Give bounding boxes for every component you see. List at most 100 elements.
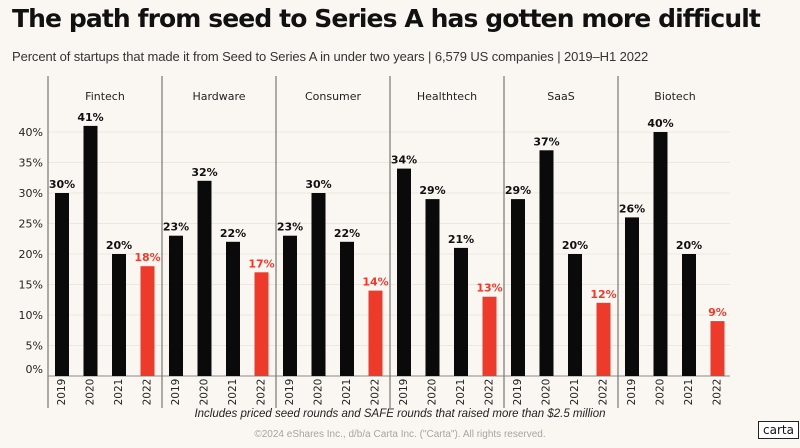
- bar: [625, 217, 639, 376]
- y-tick-label: 15%: [19, 279, 43, 292]
- x-tick-label: 2021: [227, 379, 239, 406]
- panel-header: Fintech: [85, 90, 125, 103]
- panel-header: Hardware: [192, 90, 245, 103]
- panel-header: Biotech: [654, 90, 695, 103]
- x-tick-label: 2020: [199, 379, 211, 406]
- x-tick-label: 2019: [56, 379, 68, 406]
- y-tick-label: 40%: [19, 126, 43, 139]
- x-tick-label: 2021: [683, 379, 695, 406]
- data-label: 23%: [277, 221, 303, 234]
- bar: [653, 132, 668, 376]
- bar: [568, 254, 582, 376]
- x-tick-label: 2019: [626, 379, 638, 406]
- panel-healthtech: Healthtech 34% 2019 29% 2020 21% 2021 13% 2022: [389, 76, 503, 408]
- chart-subtitle: Percent of startups that made it from Se…: [12, 49, 649, 64]
- panel-biotech: Biotech 26% 2019 40% 2020 20% 2021 9% 2022: [617, 76, 727, 408]
- data-label: 30%: [49, 178, 75, 191]
- footnote: Includes priced seed rounds and SAFE rou…: [194, 408, 606, 420]
- panel-header: Healthtech: [417, 90, 477, 103]
- x-tick-label: 2020: [655, 379, 667, 406]
- x-tick-label: 2019: [512, 379, 524, 406]
- carta-logo: carta: [758, 421, 799, 439]
- x-tick-label: 2021: [113, 379, 125, 406]
- data-label: 22%: [334, 227, 360, 240]
- bar: [454, 247, 468, 376]
- bar: [226, 241, 240, 376]
- x-tick-label: 2022: [142, 379, 154, 406]
- data-label: 20%: [106, 239, 132, 252]
- bar: [169, 235, 183, 376]
- x-tick-label: 2022: [370, 379, 382, 406]
- bar: [482, 296, 497, 376]
- bar: [511, 199, 525, 376]
- data-label: 14%: [362, 276, 388, 289]
- y-tick-label: 20%: [19, 248, 43, 261]
- panel-saas: SaaS 29% 2019 37% 2020 20% 2021 12% 2022: [503, 76, 617, 408]
- data-label: 29%: [419, 184, 445, 197]
- x-tick-label: 2020: [541, 379, 553, 406]
- panel-fintech: Fintech 30% 2019 41% 2020 20% 2021 18% 2022: [47, 76, 161, 408]
- copyright: ©2024 eShares Inc., d/b/a Carta Inc. ("C…: [254, 429, 546, 440]
- data-label: 20%: [562, 239, 588, 252]
- x-tick-label: 2019: [284, 379, 296, 406]
- bar: [539, 150, 554, 376]
- data-label: 34%: [391, 154, 417, 167]
- bar: [397, 168, 411, 376]
- x-tick-label: 2021: [341, 379, 353, 406]
- y-tick-label: 25%: [19, 218, 43, 231]
- bar: [682, 254, 696, 376]
- data-label: 41%: [77, 111, 103, 124]
- data-label: 23%: [163, 221, 189, 234]
- y-axis-ticks: 0% 5% 10% 15% 20% 25% 30% 35% 40%: [19, 126, 43, 376]
- bar: [710, 321, 725, 376]
- data-label: 12%: [590, 288, 616, 301]
- bar: [254, 272, 269, 376]
- panels: Fintech30%201941%202020%202118%2022Hardw…: [47, 76, 730, 408]
- x-tick-label: 2021: [455, 379, 467, 406]
- y-tick-label: 30%: [19, 187, 43, 200]
- panel-consumer: Consumer 23% 2019 30% 2020 22% 2021 14% 2022: [275, 76, 389, 408]
- data-label: 9%: [708, 306, 727, 319]
- y-tick-label: 10%: [19, 309, 43, 322]
- y-tick-label: 35%: [19, 157, 43, 170]
- data-label: 18%: [134, 251, 160, 264]
- bar: [368, 290, 383, 376]
- bar: [283, 235, 297, 376]
- y-tick-label: 5%: [26, 340, 43, 353]
- y-tick-label: 0%: [26, 363, 43, 376]
- data-label: 32%: [191, 166, 217, 179]
- panel-hardware: Hardware 23% 2019 32% 2020 22% 2021 17% 2022: [161, 76, 275, 408]
- x-tick-label: 2020: [427, 379, 439, 406]
- data-label: 37%: [533, 135, 559, 148]
- bar: [83, 125, 98, 377]
- data-label: 20%: [676, 239, 702, 252]
- data-label: 21%: [448, 233, 474, 246]
- data-label: 30%: [305, 178, 331, 191]
- bar: [425, 199, 440, 376]
- data-label: 22%: [220, 227, 246, 240]
- bar: [112, 254, 126, 376]
- panel-header: Consumer: [305, 90, 362, 103]
- bar: [311, 193, 326, 376]
- bar: [140, 266, 155, 376]
- x-tick-label: 2019: [398, 379, 410, 406]
- x-tick-label: 2020: [313, 379, 325, 406]
- bar: [55, 193, 69, 376]
- x-tick-label: 2019: [170, 379, 182, 406]
- x-tick-label: 2022: [484, 379, 496, 406]
- data-label: 13%: [476, 282, 502, 295]
- data-label: 29%: [505, 184, 531, 197]
- chart-title: The path from seed to Series A has gotte…: [12, 4, 761, 33]
- panel-header: SaaS: [547, 90, 574, 103]
- x-tick-label: 2020: [85, 379, 97, 406]
- data-label: 40%: [647, 117, 673, 130]
- x-tick-label: 2021: [569, 379, 581, 406]
- bar: [197, 180, 212, 376]
- x-tick-label: 2022: [598, 379, 610, 406]
- x-tick-label: 2022: [256, 379, 268, 406]
- x-tick-label: 2022: [712, 379, 724, 406]
- data-label: 26%: [619, 202, 645, 215]
- data-label: 17%: [248, 257, 274, 270]
- bar: [340, 241, 354, 376]
